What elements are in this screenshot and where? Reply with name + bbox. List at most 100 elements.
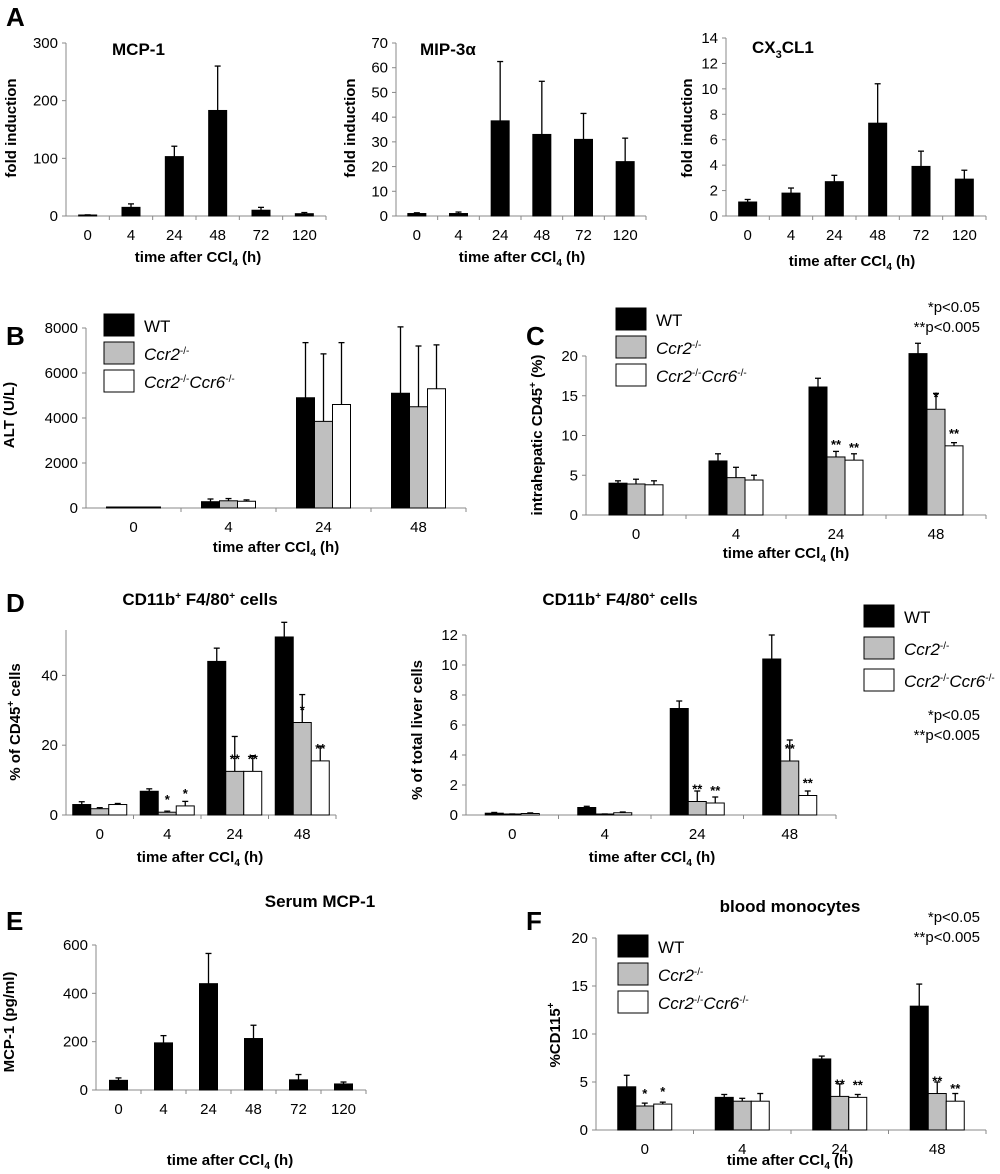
x-tick-label: 24	[689, 826, 706, 843]
bar-gray-4	[732, 1100, 752, 1131]
y-tick-label: 10	[571, 1026, 588, 1043]
bar-gray-0	[635, 1105, 655, 1131]
bar-white-24	[844, 459, 864, 516]
bar-gray-24	[826, 456, 846, 516]
legend-label: Ccr2-/-	[658, 966, 703, 985]
bar-black-4	[121, 206, 141, 217]
y-tick-label: 50	[371, 84, 388, 101]
y-tick-label: 2	[450, 777, 458, 794]
legend-swatch-black	[615, 307, 647, 331]
bar-white-0	[520, 813, 540, 816]
y-tick-label: 0	[710, 208, 718, 225]
y-axis-label: fold induction	[3, 78, 20, 177]
bar-gray-48	[409, 406, 428, 509]
bar-black-24	[812, 1058, 832, 1131]
legend-swatch-gray	[863, 636, 895, 660]
x-tick-label: 4	[738, 1141, 746, 1158]
significance-mark: *	[183, 786, 189, 801]
bar-black-0	[106, 506, 125, 509]
x-tick-label: 24	[831, 1141, 848, 1158]
p-value-note: **p<0.005	[914, 929, 980, 946]
significance-mark: **	[950, 1081, 961, 1096]
significance-mark: **	[831, 437, 842, 452]
bar-black-120	[954, 178, 974, 217]
bar-gray-24	[687, 801, 707, 816]
legend-label: Ccr2-/-	[144, 345, 189, 364]
y-axis-label: MCP-1 (pg/ml)	[1, 972, 18, 1073]
bar-black-72	[911, 165, 931, 217]
bar-gray-0	[124, 506, 143, 509]
bar-black-24	[199, 983, 218, 1091]
bar-gray-24	[225, 770, 245, 816]
y-tick-label: 0	[580, 1122, 588, 1139]
bar-black-24	[164, 156, 184, 217]
x-axis-label: time after CCl4 (h)	[589, 849, 715, 869]
x-tick-label: 48	[869, 227, 886, 244]
x-axis-label: time after CCl4 (h)	[723, 545, 849, 565]
chart-title: MCP-1	[112, 40, 165, 59]
x-tick-label: 0	[129, 519, 137, 536]
legend-swatch-black	[617, 934, 649, 958]
x-tick-label: 0	[114, 1101, 122, 1118]
y-tick-label: 400	[63, 985, 88, 1002]
y-axis-label: ALT (U/L)	[1, 382, 18, 448]
legend-c: WT Ccr2-/- Ccr2-/-Ccr6-/-	[615, 307, 747, 387]
bar-white-0	[108, 804, 128, 816]
chart-e: 0 200 400 600 0 4 24 48 72 120 time after CCl4 (h)…	[1, 892, 375, 1172]
chart-title: MIP-3α	[420, 40, 476, 59]
significance-mark: *	[642, 1086, 648, 1101]
bar-black-24	[296, 397, 315, 509]
significance-mark: **	[315, 741, 326, 756]
bar-black-48	[244, 1038, 263, 1091]
y-tick-label: 200	[33, 93, 58, 110]
bar-white-0	[142, 506, 161, 509]
y-tick-label: 8	[710, 106, 718, 123]
y-tick-label: 0	[450, 807, 458, 824]
bar-black-120	[294, 213, 314, 217]
bar-black-4	[708, 460, 728, 516]
significance-mark: *	[660, 1084, 666, 1099]
panel-letter-d: D	[6, 588, 25, 618]
x-tick-label: 24	[826, 227, 843, 244]
p-value-note: *p<0.05	[928, 707, 980, 724]
legend-label: Ccr2-/-Ccr6-/-	[904, 672, 995, 691]
p-value-note: **p<0.005	[914, 727, 980, 744]
y-tick-label: 0	[50, 807, 58, 824]
x-tick-label: 48	[209, 227, 226, 244]
y-tick-label: 4000	[45, 410, 78, 427]
bar-black-24	[669, 708, 689, 816]
bar-white-4	[175, 805, 195, 816]
y-tick-label: 10	[561, 428, 578, 445]
x-tick-label: 72	[575, 227, 592, 244]
bar-black-72	[289, 1079, 308, 1091]
y-tick-label: 100	[33, 150, 58, 167]
x-axis-label: time after CCl4 (h)	[137, 849, 263, 869]
bar-black-48	[532, 133, 552, 217]
panel-letter-c: C	[526, 321, 545, 351]
chart-title: CD11b+ F4/80+ cells	[122, 590, 277, 609]
significance-mark: **	[230, 751, 241, 766]
bar-black-0	[407, 213, 427, 217]
legend-label: Ccr2-/-Ccr6-/-	[656, 367, 747, 386]
bar-white-0	[644, 484, 664, 516]
bar-white-4	[613, 812, 633, 816]
significance-mark: *	[933, 389, 939, 404]
legend-swatch-gray	[103, 341, 135, 365]
y-tick-label: 8000	[45, 320, 78, 337]
x-tick-label: 48	[533, 227, 550, 244]
bar-white-48	[945, 1100, 965, 1131]
bar-black-0	[72, 804, 92, 816]
bar-gray-24	[314, 420, 333, 509]
y-tick-label: 0	[380, 208, 388, 225]
bar-black-120	[334, 1083, 353, 1091]
y-tick-label: 12	[441, 627, 458, 644]
x-tick-label: 48	[929, 1141, 946, 1158]
bar-white-48	[944, 445, 964, 516]
y-tick-label: 0	[70, 500, 78, 517]
bar-black-4	[201, 501, 220, 509]
y-tick-label: 300	[33, 35, 58, 52]
legend-label: WT	[904, 608, 930, 627]
bar-white-48	[310, 760, 330, 816]
y-axis-label: %CD115+	[546, 1002, 564, 1067]
